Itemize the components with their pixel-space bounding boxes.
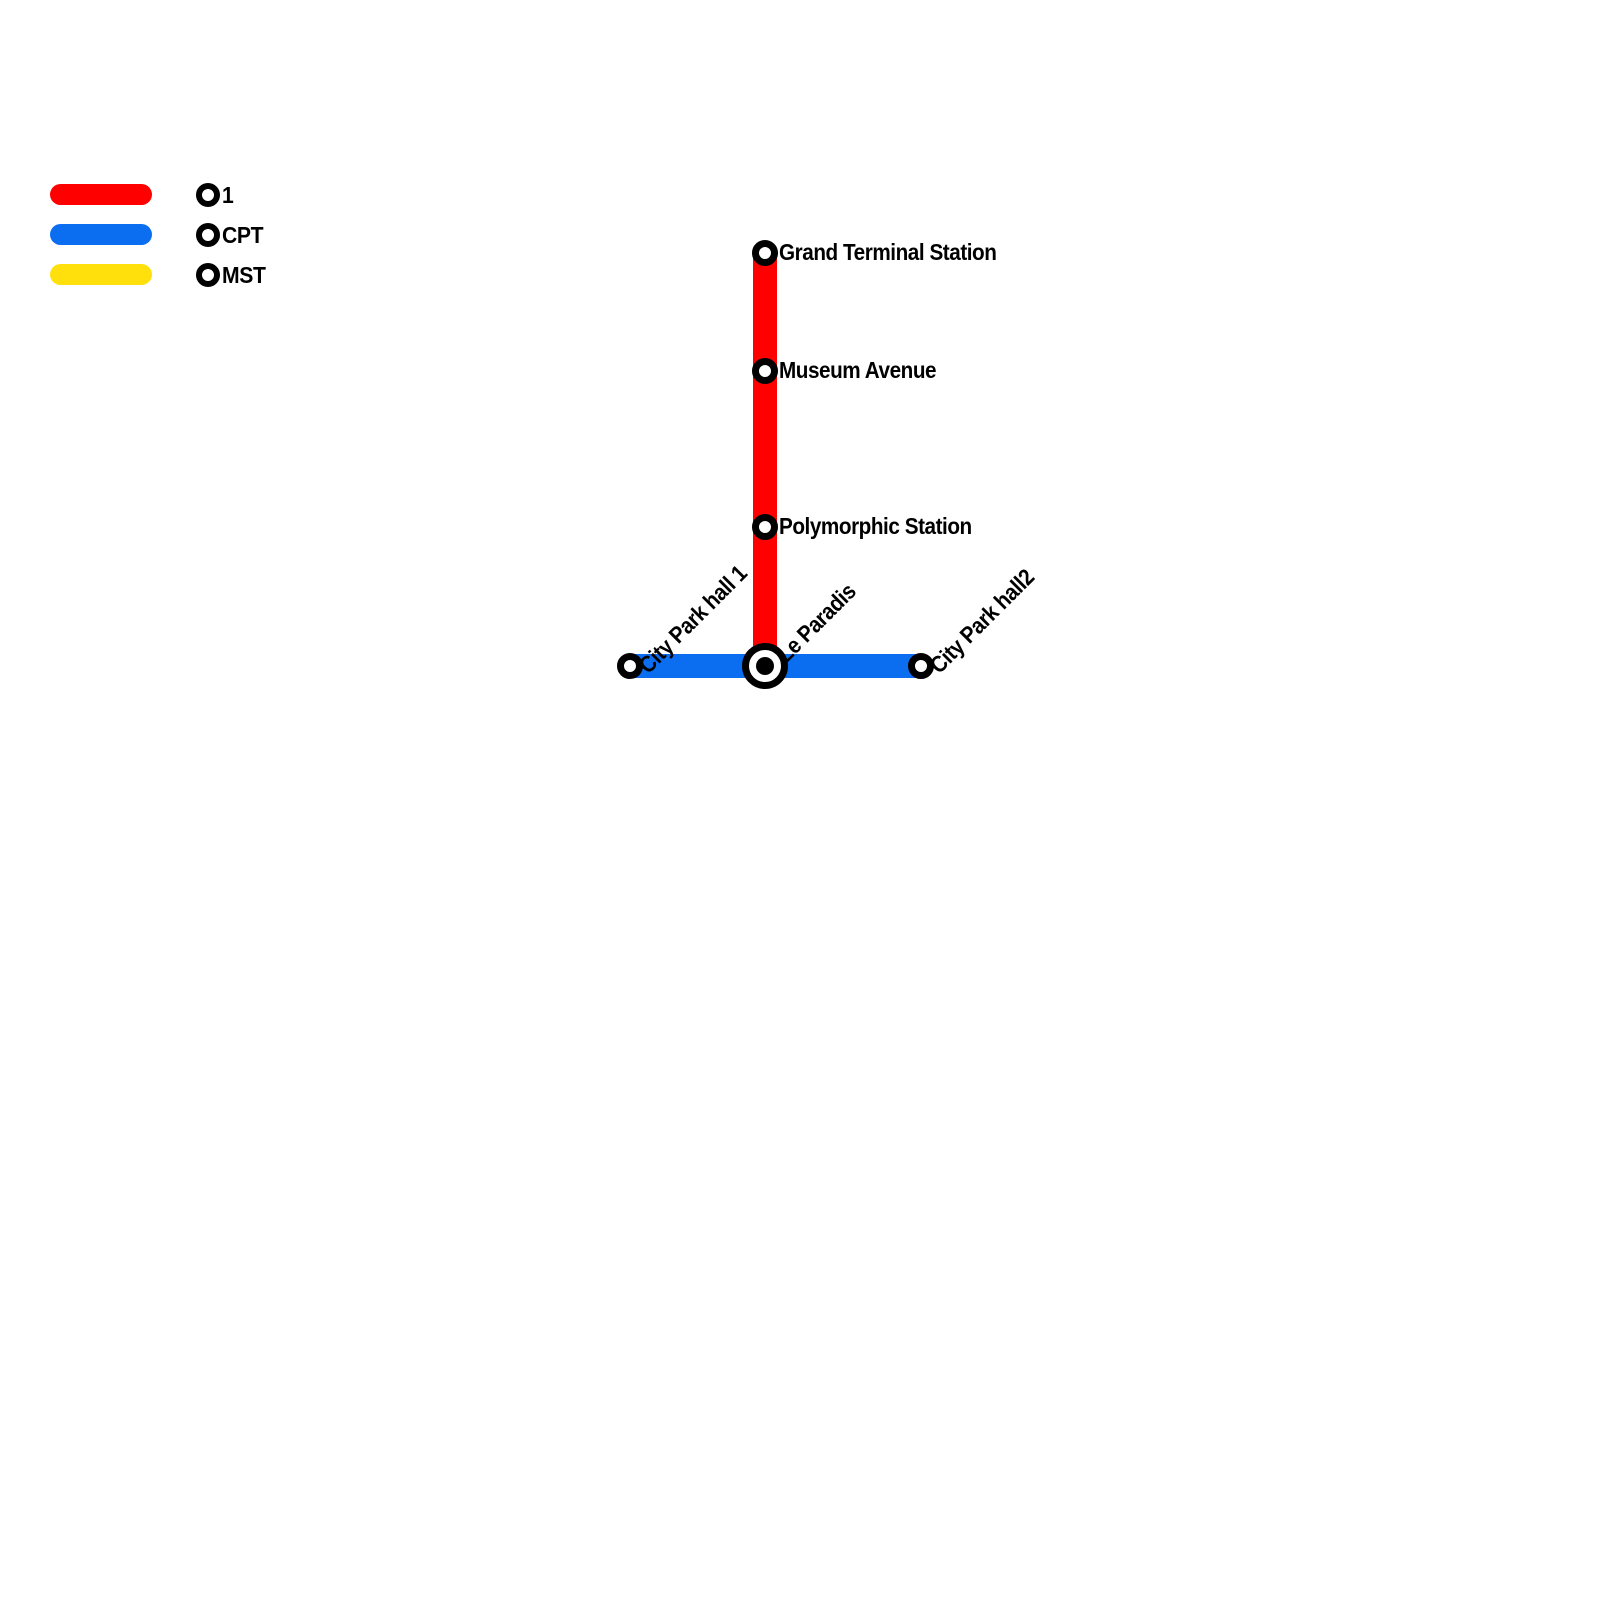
station-circle-icon: [196, 223, 220, 247]
station-marker-city-park-hall2[interactable]: [908, 653, 934, 679]
station-label-polymorphic-station: Polymorphic Station: [779, 513, 972, 539]
legend-swatch-line-cpt: [50, 224, 152, 245]
legend-label-line-mst: MST: [222, 262, 266, 288]
station-marker-museum-avenue[interactable]: [752, 358, 778, 384]
route-line-1[interactable]: [753, 253, 777, 665]
station-marker-city-park-hall-1[interactable]: [617, 653, 643, 679]
legend-label-line-cpt: CPT: [222, 222, 264, 248]
station-circle-icon: [196, 183, 220, 207]
station-marker-grand-terminal-station[interactable]: [752, 240, 778, 266]
station-label-museum-avenue: Museum Avenue: [779, 357, 937, 383]
legend-swatch-line-mst: [50, 264, 152, 285]
station-label-city-park-hall2: City Park hall2: [924, 563, 1039, 679]
legend-label-line-1: 1: [222, 182, 234, 208]
station-marker-le-paradis[interactable]: [742, 643, 788, 689]
legend-swatch-line-1: [50, 184, 152, 205]
station-label-grand-terminal-station: Grand Terminal Station: [779, 239, 997, 265]
station-circle-icon: [196, 263, 220, 287]
station-marker-polymorphic-station[interactable]: [752, 514, 778, 540]
